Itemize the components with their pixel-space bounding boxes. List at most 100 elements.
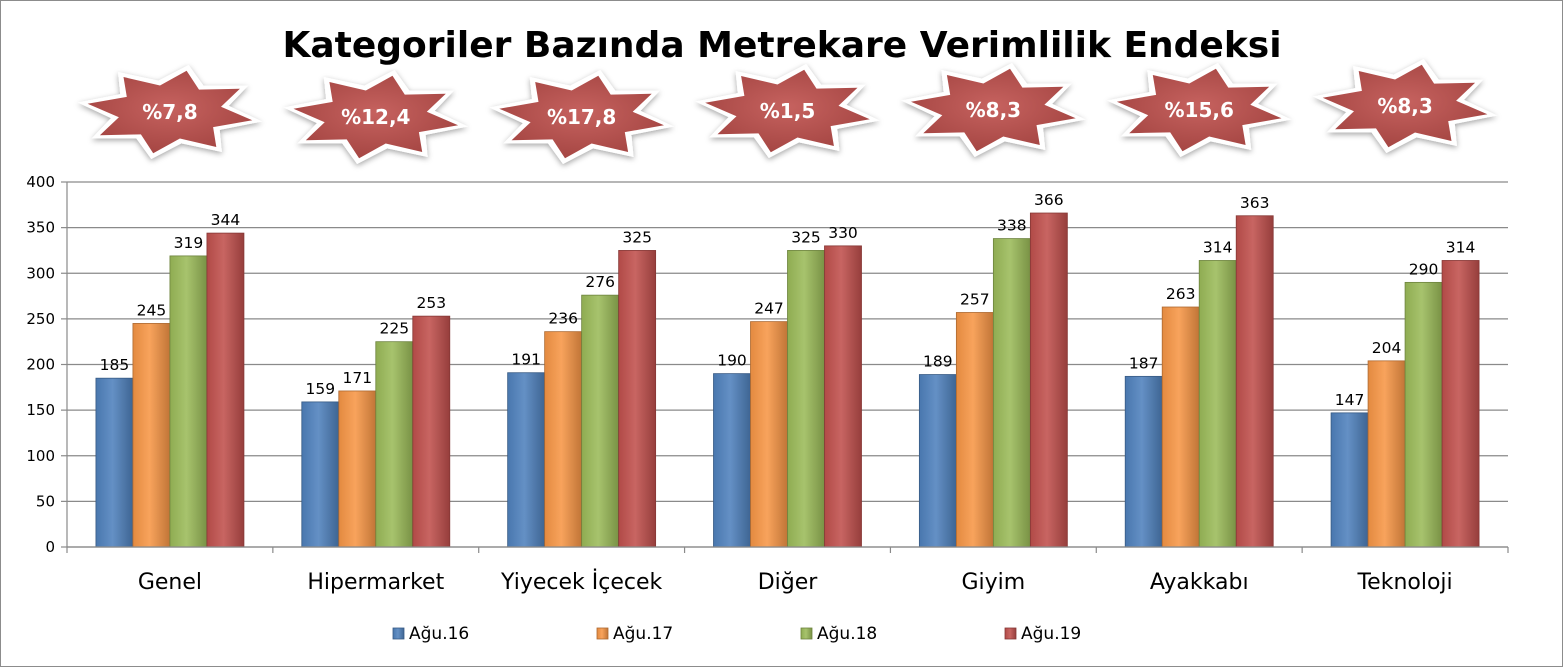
data-label: 325	[791, 228, 821, 246]
growth-badge	[705, 69, 870, 153]
legend-label: Ağu.18	[817, 624, 877, 644]
data-label: 159	[305, 380, 335, 398]
x-tick-label: Hipermarket	[307, 570, 444, 595]
data-label: 276	[585, 273, 615, 291]
data-label: 325	[622, 228, 652, 246]
badge-label: %8,3	[1377, 94, 1432, 118]
y-tick-label: 300	[26, 264, 55, 282]
growth-badge	[1322, 64, 1488, 148]
data-label: 236	[548, 310, 578, 328]
data-label: 247	[754, 300, 784, 318]
data-label: 344	[211, 211, 241, 229]
bar	[1330, 412, 1369, 548]
bar	[1441, 260, 1480, 548]
data-label: 330	[828, 224, 858, 242]
bar	[1404, 281, 1443, 548]
bar	[338, 390, 377, 548]
data-label: 314	[1203, 238, 1233, 256]
growth-badge	[911, 68, 1076, 152]
bar	[1198, 260, 1237, 548]
y-tick-label: 200	[26, 356, 55, 374]
data-label: 187	[1129, 354, 1159, 372]
bar	[301, 401, 340, 548]
bar	[750, 321, 788, 548]
bar	[1235, 215, 1274, 548]
badge-label: %8,3	[966, 98, 1021, 122]
bar	[918, 374, 957, 548]
bar-group: 185 245 319 344 159 171 225 253 191 236 276 325 190 2…	[95, 191, 1480, 548]
bar	[375, 341, 414, 548]
data-label: 263	[1166, 285, 1196, 303]
data-label: 147	[1335, 391, 1365, 409]
bar	[1124, 375, 1163, 548]
y-tick-label: 50	[36, 492, 55, 510]
data-label: 191	[511, 351, 541, 369]
legend-label: Ağu.17	[613, 624, 673, 644]
y-tick-label: 400	[26, 173, 55, 191]
bar	[787, 250, 825, 548]
y-tick-label: 350	[26, 219, 55, 237]
bar	[507, 372, 546, 548]
data-label: 204	[1372, 339, 1402, 357]
legend-swatch	[392, 627, 405, 640]
bar	[206, 232, 245, 548]
bar	[618, 250, 657, 548]
bar	[95, 377, 134, 548]
legend-swatch	[596, 627, 609, 640]
x-tick-label: Diğer	[758, 570, 819, 595]
data-label: 225	[379, 320, 409, 338]
bar	[132, 323, 171, 548]
legend: Ağu.16 Ağu.17 Ağu.18 Ağu.19	[392, 624, 1081, 644]
x-tick-label: Giyim	[961, 570, 1025, 595]
bar	[1161, 306, 1200, 548]
bar	[1029, 212, 1068, 548]
growth-badge	[87, 70, 253, 154]
badge-label: %12,4	[341, 105, 410, 129]
chart-title: Kategoriler Bazında Metrekare Verimlilik…	[282, 25, 1281, 66]
bar	[824, 245, 862, 548]
legend-label: Ağu.19	[1021, 624, 1081, 644]
growth-badge	[293, 75, 459, 159]
legend-swatch	[1004, 627, 1017, 640]
data-label: 245	[137, 301, 167, 319]
data-label: 290	[1409, 260, 1439, 278]
x-tick-label: Ayakkabı	[1150, 570, 1249, 595]
data-label: 319	[174, 234, 204, 252]
data-label: 189	[923, 353, 953, 371]
data-label: 338	[997, 217, 1027, 235]
data-label: 171	[342, 369, 372, 387]
badge-label: %15,6	[1165, 98, 1234, 122]
y-tick-label: 0	[45, 538, 55, 556]
badge-label: %17,8	[547, 105, 616, 129]
growth-badge	[1116, 68, 1282, 152]
legend-label: Ağu.16	[409, 624, 469, 644]
bar	[412, 315, 451, 548]
data-label: 314	[1446, 238, 1476, 256]
data-label: 257	[960, 290, 990, 308]
x-tick-label: Teknoloji	[1356, 570, 1452, 595]
y-tick-label: 100	[26, 447, 55, 465]
x-tick-label: Yiyecek İçecek	[500, 569, 662, 595]
bar	[581, 294, 620, 548]
y-tick-label: 250	[26, 310, 55, 328]
data-label: 366	[1034, 191, 1064, 209]
bar	[169, 255, 208, 548]
data-label: 363	[1240, 194, 1270, 212]
y-tick-label: 150	[26, 401, 55, 419]
data-label: 253	[416, 294, 446, 312]
axes: 0 50 100 150 200 250 300 350 400 Genel Hipermarket…	[26, 173, 1509, 595]
data-label: 190	[717, 352, 747, 370]
badge-label: %1,5	[760, 99, 815, 123]
bar	[713, 373, 751, 548]
badge-label: %7,8	[142, 100, 197, 124]
bar	[992, 238, 1031, 548]
bar	[544, 331, 583, 548]
badge-group: %7,8 %12,4 %17,8 %1,5 %8,3 %15,6 %8,3	[77, 59, 1498, 164]
growth-badge	[499, 75, 664, 159]
x-tick-label: Genel	[138, 570, 202, 595]
legend-swatch	[800, 627, 813, 640]
data-label: 185	[100, 356, 130, 374]
bar	[955, 312, 994, 548]
